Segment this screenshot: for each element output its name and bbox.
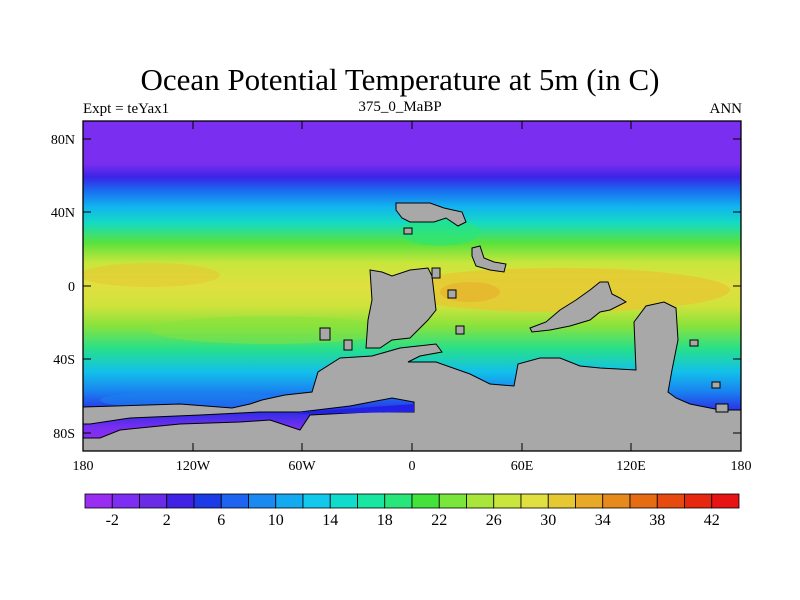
lon-label: 180 xyxy=(73,459,94,474)
lat-label: 0 xyxy=(68,280,75,295)
experiment-label: Expt = teYax1 xyxy=(83,101,170,117)
colorbar-label: -2 xyxy=(106,512,119,529)
lon-tick-marks xyxy=(192,121,632,451)
colorbar-swatch xyxy=(575,493,604,509)
colorbar-swatch xyxy=(384,493,413,509)
lon-label: 60W xyxy=(288,459,316,474)
time-label: 375_0_MaBP xyxy=(358,99,442,115)
colorbar-labels: -2 2 6 10 14 18 22 26 30 34 38 42 xyxy=(106,512,720,529)
lat-label: 80N xyxy=(51,133,75,148)
land-masses xyxy=(83,202,741,451)
colorbar-swatch xyxy=(520,493,549,509)
colorbar-label: 38 xyxy=(649,512,665,529)
lon-label: 120E xyxy=(616,459,646,474)
colorbar-label: 10 xyxy=(268,512,284,529)
colorbar-swatch xyxy=(275,493,304,509)
colorbar-swatch xyxy=(411,493,440,509)
colorbar-swatch xyxy=(220,493,249,509)
colorbar-label: 22 xyxy=(431,512,447,529)
colorbar-swatch xyxy=(139,493,168,509)
blue-band-south xyxy=(100,391,280,409)
lat-labels: 80N 40N 0 40S 80S xyxy=(51,133,75,442)
colorbar-swatch xyxy=(466,493,495,509)
colorbar-swatch xyxy=(329,493,358,509)
colorbar-swatch xyxy=(438,493,467,509)
warm-pool-west xyxy=(83,263,220,287)
colorbar-swatch xyxy=(111,493,140,509)
colorbar-label: 26 xyxy=(486,512,502,529)
lon-label: 180 xyxy=(731,459,752,474)
colorbar-swatch xyxy=(193,493,222,509)
colorbar xyxy=(84,493,740,509)
lon-labels: 180 120W 60W 0 60E 120E 180 xyxy=(73,459,752,474)
colorbar-swatch xyxy=(357,493,386,509)
colorbar-label: 34 xyxy=(595,512,611,529)
colorbar-swatch xyxy=(493,493,522,509)
season-label: ANN xyxy=(709,101,743,117)
colorbar-swatch xyxy=(602,493,631,509)
colorbar-label: 14 xyxy=(322,512,338,529)
lon-label: 120W xyxy=(176,459,211,474)
colorbar-swatch xyxy=(656,493,685,509)
colorbar-swatch xyxy=(166,493,195,509)
colorbar-label: 30 xyxy=(540,512,556,529)
lon-label: 60E xyxy=(511,459,534,474)
colorbar-swatch xyxy=(629,493,658,509)
colorbar-swatch xyxy=(684,493,713,509)
lon-label: 0 xyxy=(409,459,416,474)
lat-label: 80S xyxy=(53,427,75,442)
green-band-south xyxy=(150,316,390,344)
colorbar-label: 2 xyxy=(163,512,171,529)
colorbar-label: 18 xyxy=(377,512,393,529)
lat-label: 40N xyxy=(51,206,75,221)
colorbar-label: 6 xyxy=(217,512,225,529)
lat-label: 40S xyxy=(53,353,75,368)
colorbar-swatch xyxy=(84,493,113,509)
colorbar-label: 42 xyxy=(704,512,720,529)
map-title: Ocean Potential Temperature at 5m (in C) xyxy=(140,62,660,97)
colorbar-swatch xyxy=(302,493,331,509)
colorbar-swatch xyxy=(248,493,277,509)
cold-fringe xyxy=(300,404,414,414)
colorbar-swatch xyxy=(711,493,740,509)
colorbar-swatch xyxy=(547,493,576,509)
ocean-field xyxy=(83,121,741,451)
lat-tick-marks xyxy=(83,138,741,434)
